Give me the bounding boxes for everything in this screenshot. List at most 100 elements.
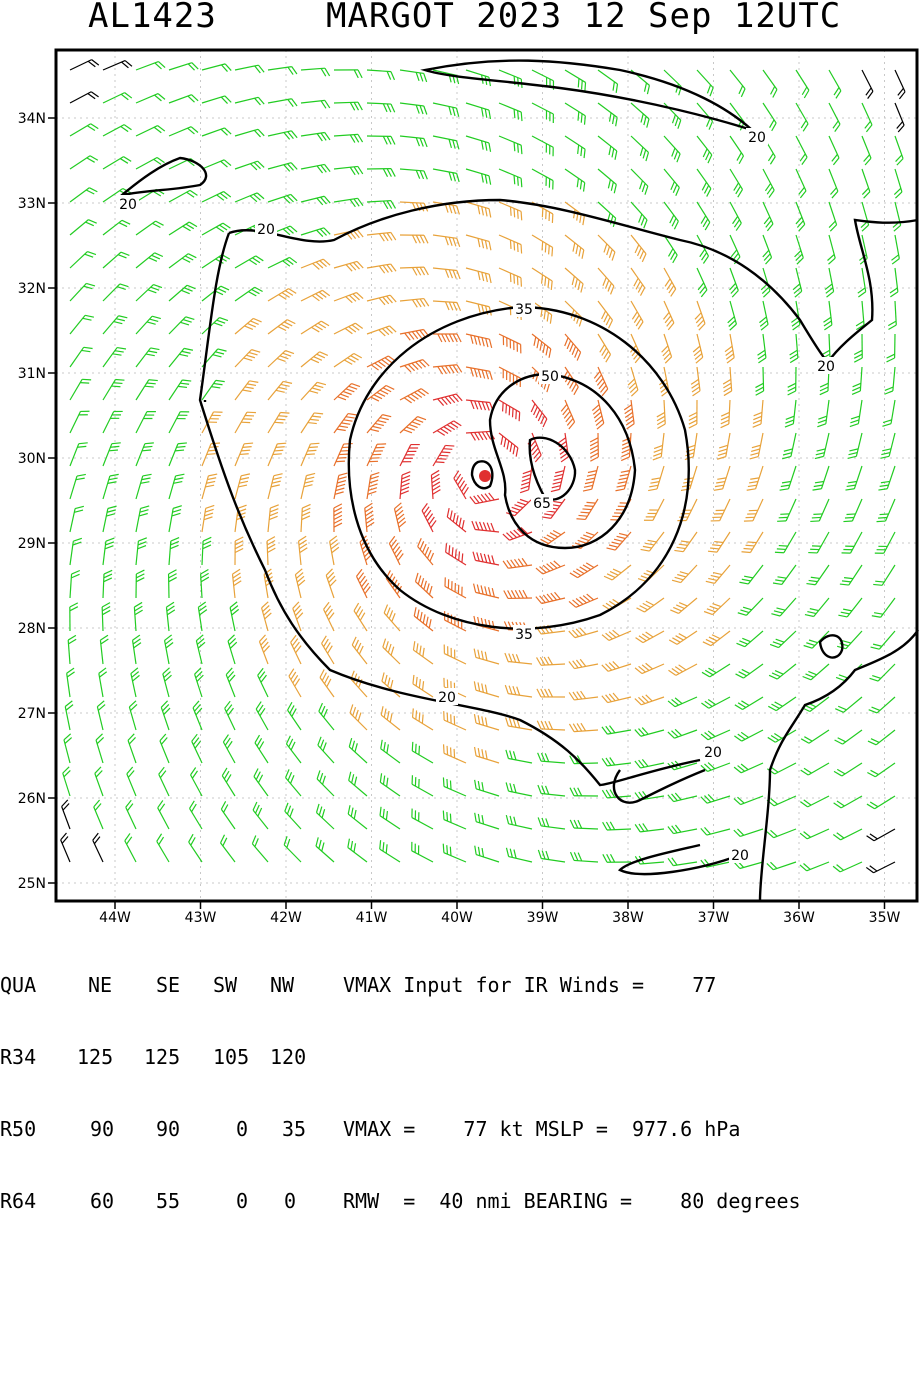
wind-barb xyxy=(738,598,763,615)
wind-barb xyxy=(235,129,264,137)
wind-barb xyxy=(433,301,461,311)
wind-barb xyxy=(412,742,433,763)
contour-label: 65 xyxy=(533,496,551,512)
wind-barb xyxy=(850,400,862,427)
wind-barb xyxy=(734,829,763,837)
wind-barb xyxy=(697,202,710,230)
wind-barb xyxy=(443,811,466,829)
wind-barb xyxy=(635,663,664,673)
wind-barb xyxy=(233,569,242,598)
lon-label: 41W xyxy=(356,910,388,925)
wind-barb xyxy=(598,103,617,126)
wind-barb xyxy=(316,837,334,862)
wind-barb xyxy=(365,503,374,532)
wind-barb xyxy=(604,565,631,580)
wind-barb xyxy=(443,844,466,862)
wind-barb xyxy=(301,382,326,400)
wind-barb xyxy=(413,675,433,697)
wind-barb xyxy=(702,664,730,677)
wind-barb xyxy=(400,445,420,466)
wind-barb xyxy=(858,268,866,297)
lat-label: 33N xyxy=(18,196,46,212)
wind-barb xyxy=(565,103,585,125)
lat-label: 32N xyxy=(18,281,46,297)
wind-barb xyxy=(862,70,873,99)
wind-barb xyxy=(701,730,730,740)
wind-barb xyxy=(466,136,491,152)
wind-barb xyxy=(763,202,773,231)
contour-label: 35 xyxy=(515,627,533,643)
wind-barb xyxy=(157,834,169,862)
wind-barb xyxy=(413,641,433,664)
wind-barb xyxy=(169,506,182,532)
wind-barb xyxy=(195,668,204,697)
wind-barb xyxy=(877,499,895,522)
wind-barb xyxy=(466,103,490,119)
wind-barb xyxy=(136,474,152,499)
wind-barb xyxy=(598,169,616,193)
wind-barb xyxy=(301,259,330,269)
wind-barb xyxy=(357,569,371,598)
wind-barb xyxy=(475,780,499,796)
table-row-r64: R64 60 55 0 0 RMW = 40 nmi BEARING = 80 … xyxy=(0,1189,48,1213)
wind-barb xyxy=(474,714,499,730)
wind-barb xyxy=(728,301,737,330)
wind-barb xyxy=(169,348,193,367)
wind-barb xyxy=(668,793,697,802)
wind-barb xyxy=(565,334,581,361)
wind-barb xyxy=(235,474,250,499)
wind-barb xyxy=(538,817,565,829)
wind-barb xyxy=(103,443,121,466)
lon-label: 36W xyxy=(783,910,815,925)
wind-barb xyxy=(169,380,191,400)
wind-barb xyxy=(466,268,491,283)
wind-barb xyxy=(635,823,664,831)
wind-barb xyxy=(70,188,97,202)
wind-radii-table: QUA NE SE SW NW VMAX Input for IR Winds … xyxy=(0,925,48,1237)
cell-ne: 60 xyxy=(90,1189,114,1213)
wind-barb xyxy=(505,685,532,697)
col-ne: NE xyxy=(88,973,112,997)
wind-barb xyxy=(349,772,367,796)
wind-barb xyxy=(532,268,552,290)
wind-barb xyxy=(689,400,697,428)
wind-barb xyxy=(202,380,225,400)
wind-barb xyxy=(763,103,776,131)
wind-barb xyxy=(506,782,532,796)
wind-barb xyxy=(697,268,707,297)
wind-barb xyxy=(384,605,400,631)
wind-barb xyxy=(289,669,301,697)
wind-barb xyxy=(537,657,565,665)
wind-barb xyxy=(565,169,585,192)
wind-barb xyxy=(466,202,491,217)
wind-barb xyxy=(70,443,88,466)
lat-label: 28N xyxy=(18,621,46,637)
wind-barb xyxy=(349,738,367,763)
wind-barb xyxy=(701,763,730,772)
wind-barb xyxy=(334,473,347,499)
wind-barb xyxy=(825,268,834,297)
wind-barb xyxy=(319,703,334,730)
wind-barb xyxy=(268,257,297,268)
contour-label: 20 xyxy=(748,130,766,146)
wind-barb xyxy=(433,136,459,149)
wind-barb xyxy=(100,635,108,664)
wind-barb xyxy=(796,103,808,131)
wind-barb xyxy=(873,565,895,585)
wind-barb xyxy=(433,103,459,117)
wind-barb xyxy=(322,636,334,664)
wind-barb xyxy=(598,268,614,294)
lon-label: 44W xyxy=(99,910,131,925)
wind-barb xyxy=(668,858,697,866)
wind-barb xyxy=(532,169,553,190)
wind-barb xyxy=(253,802,268,829)
wind-barb xyxy=(861,202,869,231)
wind-barb xyxy=(70,474,86,499)
wind-barb xyxy=(103,316,127,334)
wind-barb xyxy=(736,664,763,678)
wind-barb xyxy=(602,726,631,735)
wind-barb xyxy=(664,136,680,162)
wind-barb xyxy=(867,829,895,841)
wind-barb xyxy=(475,747,499,763)
cell-nw: 0 xyxy=(284,1189,296,1213)
